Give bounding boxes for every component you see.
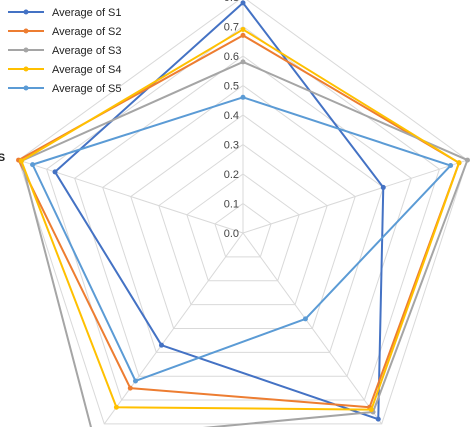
legend-marker — [23, 9, 29, 15]
series-5 — [30, 94, 454, 384]
legend-item: Average of S4 — [8, 64, 122, 76]
data-point-P — [113, 404, 119, 410]
legend-label: Average of S4 — [52, 64, 122, 76]
data-point-A — [240, 0, 246, 6]
grid-ring-4 — [130, 114, 356, 329]
legend-label: Average of S1 — [52, 7, 122, 19]
grid-ring-2 — [186, 173, 300, 282]
series-line — [20, 28, 461, 411]
data-point-P — [159, 342, 165, 348]
legend: Average of S1 Average of S2 Average of S3 A… — [8, 7, 122, 95]
tick-label: 0.4 — [224, 110, 239, 122]
legend-item: Average of S1 — [8, 7, 122, 19]
series-3 — [18, 59, 470, 427]
spoke-S — [18, 159, 244, 234]
legend-label: Average of S3 — [52, 45, 122, 57]
tick-label: 0.5 — [224, 81, 239, 93]
grid-ring-7 — [46, 25, 440, 401]
series-4 — [18, 26, 462, 413]
series-line — [20, 60, 469, 427]
grid-ring-6 — [74, 55, 412, 377]
legend-item: Average of S3 — [8, 45, 122, 57]
spoke-H — [242, 232, 383, 425]
grid-ring-5 — [102, 84, 384, 353]
series-layer — [16, 0, 470, 427]
data-point-E — [456, 160, 462, 166]
data-point-H — [302, 316, 308, 322]
data-point-A — [240, 59, 246, 65]
data-point-A — [240, 94, 246, 100]
tick-label: 0.6 — [224, 51, 239, 63]
spoke-P — [103, 232, 244, 425]
data-point-E — [464, 157, 470, 163]
series-1 — [52, 0, 386, 422]
legend-item: Average of S5 — [8, 83, 122, 95]
radial-tick-labels: 0.0 0.1 0.2 0.3 0.4 0.5 0.6 0.7 0.8 — [224, 0, 239, 240]
data-point-A — [240, 26, 246, 32]
axis-label-S: S — [0, 152, 5, 164]
series-line — [54, 1, 385, 421]
spoke-E — [242, 159, 468, 234]
legend-label: Average of S2 — [52, 26, 122, 38]
data-point-S — [18, 158, 24, 164]
legend-item: Average of S2 — [8, 26, 122, 38]
tick-label: 0.7 — [224, 22, 239, 34]
legend-label: Average of S5 — [52, 83, 122, 95]
data-point-P — [132, 378, 138, 384]
legend-marker — [23, 28, 29, 34]
grid-ring-1 — [214, 202, 272, 258]
legend-marker — [23, 66, 29, 72]
data-point-A — [240, 32, 246, 38]
data-point-H — [368, 407, 374, 413]
tick-label: 0.1 — [224, 199, 239, 211]
tick-label: 0.8 — [224, 0, 239, 4]
data-point-P — [127, 385, 133, 391]
tick-label: 0.2 — [224, 169, 239, 181]
data-point-E — [448, 163, 454, 169]
legend-marker — [23, 85, 29, 91]
data-point-H — [375, 416, 381, 422]
grid-ring-3 — [158, 143, 328, 306]
legend-marker — [23, 47, 29, 53]
data-point-E — [380, 184, 386, 190]
tick-label: 0.3 — [224, 140, 239, 152]
tick-label: 0.0 — [224, 228, 239, 240]
series-line — [31, 96, 452, 382]
data-point-S — [52, 169, 58, 175]
data-point-S — [30, 162, 36, 168]
